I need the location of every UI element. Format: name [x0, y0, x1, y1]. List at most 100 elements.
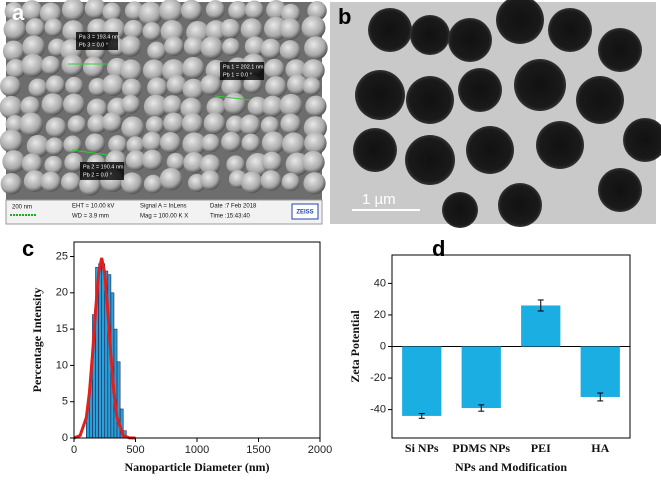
measurement-box: [76, 32, 118, 50]
particle: [120, 35, 142, 57]
particle: [285, 59, 307, 81]
particle: [121, 172, 143, 195]
particle: [279, 93, 303, 117]
particle: [88, 77, 107, 97]
particle: [244, 36, 266, 57]
particle: [260, 170, 282, 191]
particle: [240, 18, 263, 41]
particle: [228, 0, 248, 21]
x-tick-label: PDMS NPs: [452, 441, 510, 455]
particle: [125, 150, 147, 171]
particle: [442, 192, 478, 228]
particle: [301, 15, 326, 40]
particle: [261, 95, 284, 118]
particle: [28, 78, 48, 98]
particle: [0, 129, 23, 153]
particle: [0, 173, 23, 195]
x-tick-label: PEI: [531, 441, 551, 455]
particle: [200, 36, 224, 60]
particle: [182, 132, 207, 156]
y-tick-label: 0: [380, 340, 386, 352]
bar: [580, 346, 620, 397]
particle: [244, 0, 264, 20]
particle: [25, 18, 45, 38]
particle: [45, 117, 67, 138]
particle: [65, 76, 84, 95]
particle: [126, 136, 145, 155]
error-bar: [537, 299, 544, 312]
sem-image: 200 nm EHT = 10.00 kV WD = 3.9 mm Signal…: [0, 0, 328, 225]
measurement: Pa 2 = 190.4 nm Pb 2 = 0.0 °: [71, 149, 124, 180]
particle: [19, 112, 43, 137]
y-tick-label: 15: [56, 323, 68, 335]
measure-line: [214, 95, 251, 101]
scale-label: 200 nm: [12, 205, 32, 211]
particle: [598, 28, 642, 72]
particle: [63, 135, 82, 154]
particle: [182, 78, 205, 101]
particle: [221, 75, 243, 97]
particle: [41, 55, 61, 75]
hist-bar: [98, 263, 102, 439]
x-axis-label: Nanoparticle Diameter (nm): [124, 460, 269, 474]
measurement-text: Pa 2 = 190.4 nm: [83, 164, 124, 170]
y-tick-label: 20: [56, 287, 68, 299]
particle: [82, 56, 105, 78]
x-tick-label: 2000: [308, 444, 332, 456]
particle: [21, 0, 43, 22]
particle: [101, 112, 123, 133]
panel-label: b: [338, 4, 351, 29]
particle: [223, 92, 246, 115]
particle: [548, 8, 592, 52]
y-tick-label: 0: [62, 432, 68, 444]
particle: [261, 151, 282, 172]
particle: [302, 77, 321, 96]
particle: [241, 133, 261, 153]
particle: [162, 95, 183, 116]
particle: [355, 70, 405, 120]
scale-label: 1 µm: [362, 191, 396, 208]
particle: [353, 128, 397, 172]
particle: [123, 19, 144, 40]
x-tick-label: 0: [71, 444, 77, 456]
particle: [41, 93, 64, 116]
particle: [304, 131, 327, 155]
particle: [23, 170, 46, 192]
particle: [20, 96, 41, 117]
particle: [220, 18, 241, 40]
particle: [261, 131, 285, 155]
particle: [448, 18, 492, 62]
y-tick-label: 25: [56, 250, 68, 262]
plot-frame: [391, 254, 631, 439]
particle: [119, 59, 142, 82]
particle: [159, 0, 183, 23]
particle: [280, 3, 301, 24]
particle: [166, 152, 185, 172]
particle: [200, 74, 222, 96]
particle: [3, 18, 27, 41]
particle: [85, 133, 105, 154]
particle: [26, 134, 50, 158]
particle: [226, 115, 245, 135]
particle: [21, 53, 45, 78]
particle: [286, 74, 308, 95]
measurement-text: Pb 1 = 0.0 °: [223, 72, 252, 78]
particle: [39, 2, 62, 25]
particle: [305, 95, 327, 117]
measurement: Pa 3 = 193.4 nm Pb 3 = 0.0 °: [68, 32, 120, 65]
particle: [200, 170, 221, 190]
particle: [302, 59, 325, 82]
particle: [405, 135, 455, 185]
x-axis-label: NPs and Modification: [455, 460, 567, 474]
particle: [141, 149, 163, 171]
particle: [40, 171, 61, 192]
sem-info-bar: [5, 199, 323, 225]
fit-line: [73, 257, 136, 440]
particle: [0, 75, 21, 97]
measure-line: [71, 149, 109, 156]
particle: [87, 114, 107, 134]
particle: [240, 171, 263, 194]
particle: [226, 155, 245, 174]
particle: [598, 168, 642, 212]
